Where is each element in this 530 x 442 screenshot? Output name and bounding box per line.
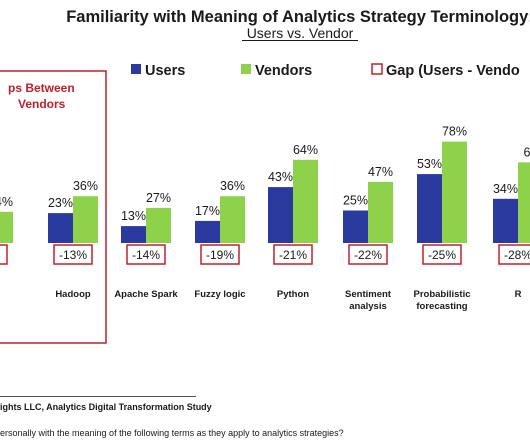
gap-box: [273, 244, 313, 265]
legend-swatch-outline: [371, 63, 383, 75]
value-label-users: 25%: [343, 194, 368, 208]
bar-vendors: [368, 181, 393, 243]
category-label: Sentiment: [345, 289, 392, 300]
gap-label: -14%: [132, 248, 160, 262]
chart-subtitle: Users vs. Vendor: [247, 25, 354, 41]
bar-vendors: [442, 141, 467, 243]
category-label: Probabilistic: [413, 289, 470, 300]
annotation-box: [0, 70, 107, 344]
gap-box: [126, 244, 166, 265]
bar-vendors: [146, 207, 171, 243]
gap-label: -19%: [206, 248, 234, 262]
bar-users: [121, 226, 146, 243]
gap-label: -13%: [59, 248, 87, 262]
gap-box: [53, 244, 93, 265]
category-label: analysis: [349, 301, 387, 312]
value-label-vendors: 27%: [146, 191, 171, 205]
bar-vendors: [518, 162, 530, 243]
bar-vendors: [0, 211, 13, 243]
value-label-users: 43%: [268, 170, 293, 184]
value-label-users: 53%: [417, 157, 442, 171]
legend-label: Users: [145, 63, 185, 79]
bar-vendors: [73, 196, 98, 243]
gap-box: [422, 244, 462, 265]
value-label-vendors: 24%: [0, 195, 13, 209]
bar-users: [48, 213, 73, 243]
chart-title: Familiarity with Meaning of Analytics St…: [66, 8, 530, 26]
category-label: Python: [277, 289, 309, 300]
value-label-users: 34%: [493, 182, 518, 196]
gap-label: -28%: [504, 248, 530, 262]
annotation-line-1: ps Between: [8, 81, 75, 95]
value-label-vendors: 64%: [293, 143, 318, 157]
category-label: R: [515, 289, 522, 300]
bar-users: [493, 198, 518, 243]
bar-vendors: [293, 159, 318, 243]
legend-swatch: [131, 64, 141, 74]
bar-users: [417, 174, 442, 243]
legend-label: Vendors: [255, 63, 312, 79]
bar-vendors: [220, 196, 245, 243]
gap-box: [0, 244, 8, 265]
legend: Users Vendors Gap (Users - Vendo: [131, 63, 520, 79]
value-label-vendors: 62: [524, 145, 530, 159]
category-label: forecasting: [416, 301, 467, 312]
plot-area: 24%%logy23%36%-13%Hadoop13%27%-14%Apache…: [0, 125, 530, 312]
value-label-vendors: 47%: [368, 165, 393, 179]
category-label: Fuzzy logic: [194, 289, 245, 300]
gap-box: [200, 244, 240, 265]
value-label-vendors: 36%: [220, 179, 245, 193]
value-label-users: 23%: [48, 196, 73, 210]
value-label-vendors: 36%: [73, 179, 98, 193]
category-label: Apache Spark: [114, 289, 178, 300]
category-label: Hadoop: [55, 289, 91, 300]
annotation-line-2: Vendors: [18, 97, 66, 111]
bar-users: [195, 220, 220, 243]
footer-source: ights LLC, Analytics Digital Transformat…: [0, 402, 212, 412]
gap-box: [498, 244, 530, 265]
bar-users: [343, 210, 368, 243]
legend-swatch: [241, 64, 251, 74]
value-label-users: 13%: [121, 209, 146, 223]
footer-question: ersonally with the meaning of the follow…: [0, 428, 344, 438]
value-label-vendors: 78%: [442, 125, 467, 139]
bar-users: [268, 187, 293, 243]
value-label-users: 17%: [195, 204, 220, 218]
gap-label: -25%: [428, 248, 456, 262]
gap-label: -22%: [354, 248, 382, 262]
gap-label: -21%: [279, 248, 307, 262]
gap-box: [348, 244, 388, 265]
legend-label: Gap (Users - Vendo: [386, 63, 520, 79]
